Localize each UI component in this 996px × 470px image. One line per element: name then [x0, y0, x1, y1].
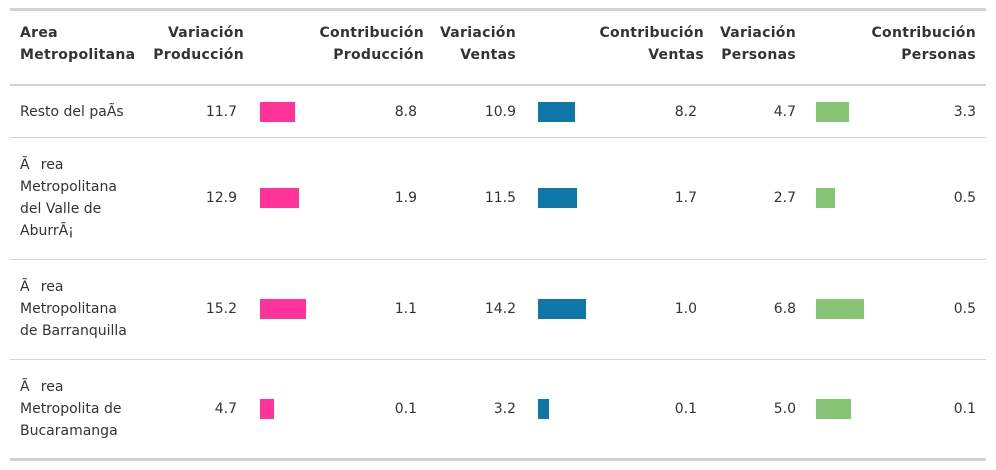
- header-variacion-ventas: Variación Ventas: [430, 22, 516, 66]
- bar-var-pers: [816, 101, 849, 122]
- value-con-prod: 1.1: [394, 301, 417, 317]
- header-var-prod-line1: Variación: [167, 25, 244, 41]
- header-con-ventas-line1: Contribución: [599, 25, 704, 41]
- value-var-prod: 11.7: [205, 103, 237, 120]
- value-con-prod: 1.9: [394, 190, 417, 206]
- value-var-pers: 6.8: [773, 301, 796, 317]
- header-contribucion-ventas: Contribución Ventas: [590, 22, 704, 66]
- bar-var-pers: [816, 188, 835, 208]
- header-var-ventas-line2: Ventas: [460, 47, 516, 63]
- area-name-line: Metropolita de: [20, 400, 122, 417]
- value-con-pers: 0.1: [953, 400, 976, 417]
- row-separator: [10, 359, 986, 360]
- header-var-prod-line2: Producción: [153, 47, 244, 63]
- value-var-pers: 5.0: [773, 400, 796, 417]
- area-name-line: AburrÃ¡: [20, 223, 74, 239]
- header-contribucion-produccion: Contribución Producción: [310, 22, 424, 66]
- table-bottom-rule: [10, 458, 986, 461]
- bar-var-prod: [260, 101, 295, 122]
- header-var-pers-line1: Variación: [719, 25, 796, 41]
- header-con-pers-line2: Personas: [901, 47, 976, 63]
- header-con-pers-line1: Contribución: [871, 25, 976, 41]
- bar-var-pers: [816, 299, 864, 319]
- value-var-prod: 15.2: [205, 301, 237, 317]
- value-con-ventas: 8.2: [674, 103, 697, 120]
- area-name-line: del Valle de: [20, 201, 102, 217]
- value-con-ventas: 1.0: [674, 301, 697, 317]
- header-rule: [10, 84, 986, 86]
- table-top-rule: [10, 8, 986, 11]
- area-name-line: Ãrea: [20, 157, 64, 173]
- value-var-prod: 4.7: [214, 400, 237, 417]
- area-name-line: Metropolitana: [20, 179, 117, 195]
- header-variacion-produccion: Variación Producción: [140, 22, 244, 66]
- header-contribucion-personas: Contribución Personas: [866, 22, 976, 66]
- area-name-line: Resto del paÃs: [20, 103, 124, 120]
- header-con-prod-line2: Producción: [333, 47, 424, 63]
- header-con-prod-line1: Contribución: [319, 25, 424, 41]
- header-area-line1: Area: [20, 25, 58, 41]
- bar-var-ventas: [538, 101, 575, 122]
- row-separator: [10, 137, 986, 138]
- value-var-ventas: 3.2: [493, 400, 516, 417]
- area-name-line: de Barranquilla: [20, 323, 127, 339]
- header-area-line2: Metropolitana: [20, 47, 136, 63]
- bar-var-pers: [816, 398, 851, 419]
- value-var-prod: 12.9: [205, 190, 237, 206]
- area-name-cell: Ãrea Metropolita de Bucaramanga: [20, 376, 150, 442]
- area-name-line: Metropolitana: [20, 301, 117, 317]
- bar-var-ventas: [538, 188, 577, 208]
- value-con-pers: 0.5: [953, 190, 976, 206]
- value-con-prod: 8.8: [394, 103, 417, 120]
- row-separator: [10, 259, 986, 260]
- header-area: Area Metropolitana: [20, 22, 160, 66]
- bar-var-ventas: [538, 299, 586, 319]
- value-var-pers: 4.7: [773, 103, 796, 120]
- header-var-ventas-line1: Variación: [439, 25, 516, 41]
- bar-var-ventas: [538, 398, 549, 419]
- value-con-ventas: 0.1: [674, 400, 697, 417]
- value-var-ventas: 10.9: [484, 103, 516, 120]
- bar-var-prod: [260, 188, 299, 208]
- value-con-pers: 3.3: [953, 103, 976, 120]
- value-con-pers: 0.5: [953, 301, 976, 317]
- value-var-pers: 2.7: [773, 190, 796, 206]
- value-var-ventas: 11.5: [484, 190, 516, 206]
- value-var-ventas: 14.2: [484, 301, 516, 317]
- area-name-cell: Resto del paÃs: [20, 101, 150, 123]
- header-variacion-personas: Variación Personas: [710, 22, 796, 66]
- area-name-line: Ãrea: [20, 378, 64, 395]
- header-var-pers-line2: Personas: [721, 47, 796, 63]
- data-table: Area Metropolitana Variación Producción …: [10, 0, 986, 470]
- bar-var-prod: [260, 299, 306, 319]
- value-con-prod: 0.1: [394, 400, 417, 417]
- value-con-ventas: 1.7: [674, 190, 697, 206]
- area-name-line: Bucaramanga: [20, 422, 118, 439]
- header-con-ventas-line2: Ventas: [648, 47, 704, 63]
- bar-var-prod: [260, 398, 274, 419]
- area-name-cell: Ãrea Metropolitana del Valle de AburrÃ¡: [20, 154, 150, 242]
- area-name-cell: Ãrea Metropolitana de Barranquilla: [20, 276, 150, 342]
- area-name-line: Ãrea: [20, 279, 64, 295]
